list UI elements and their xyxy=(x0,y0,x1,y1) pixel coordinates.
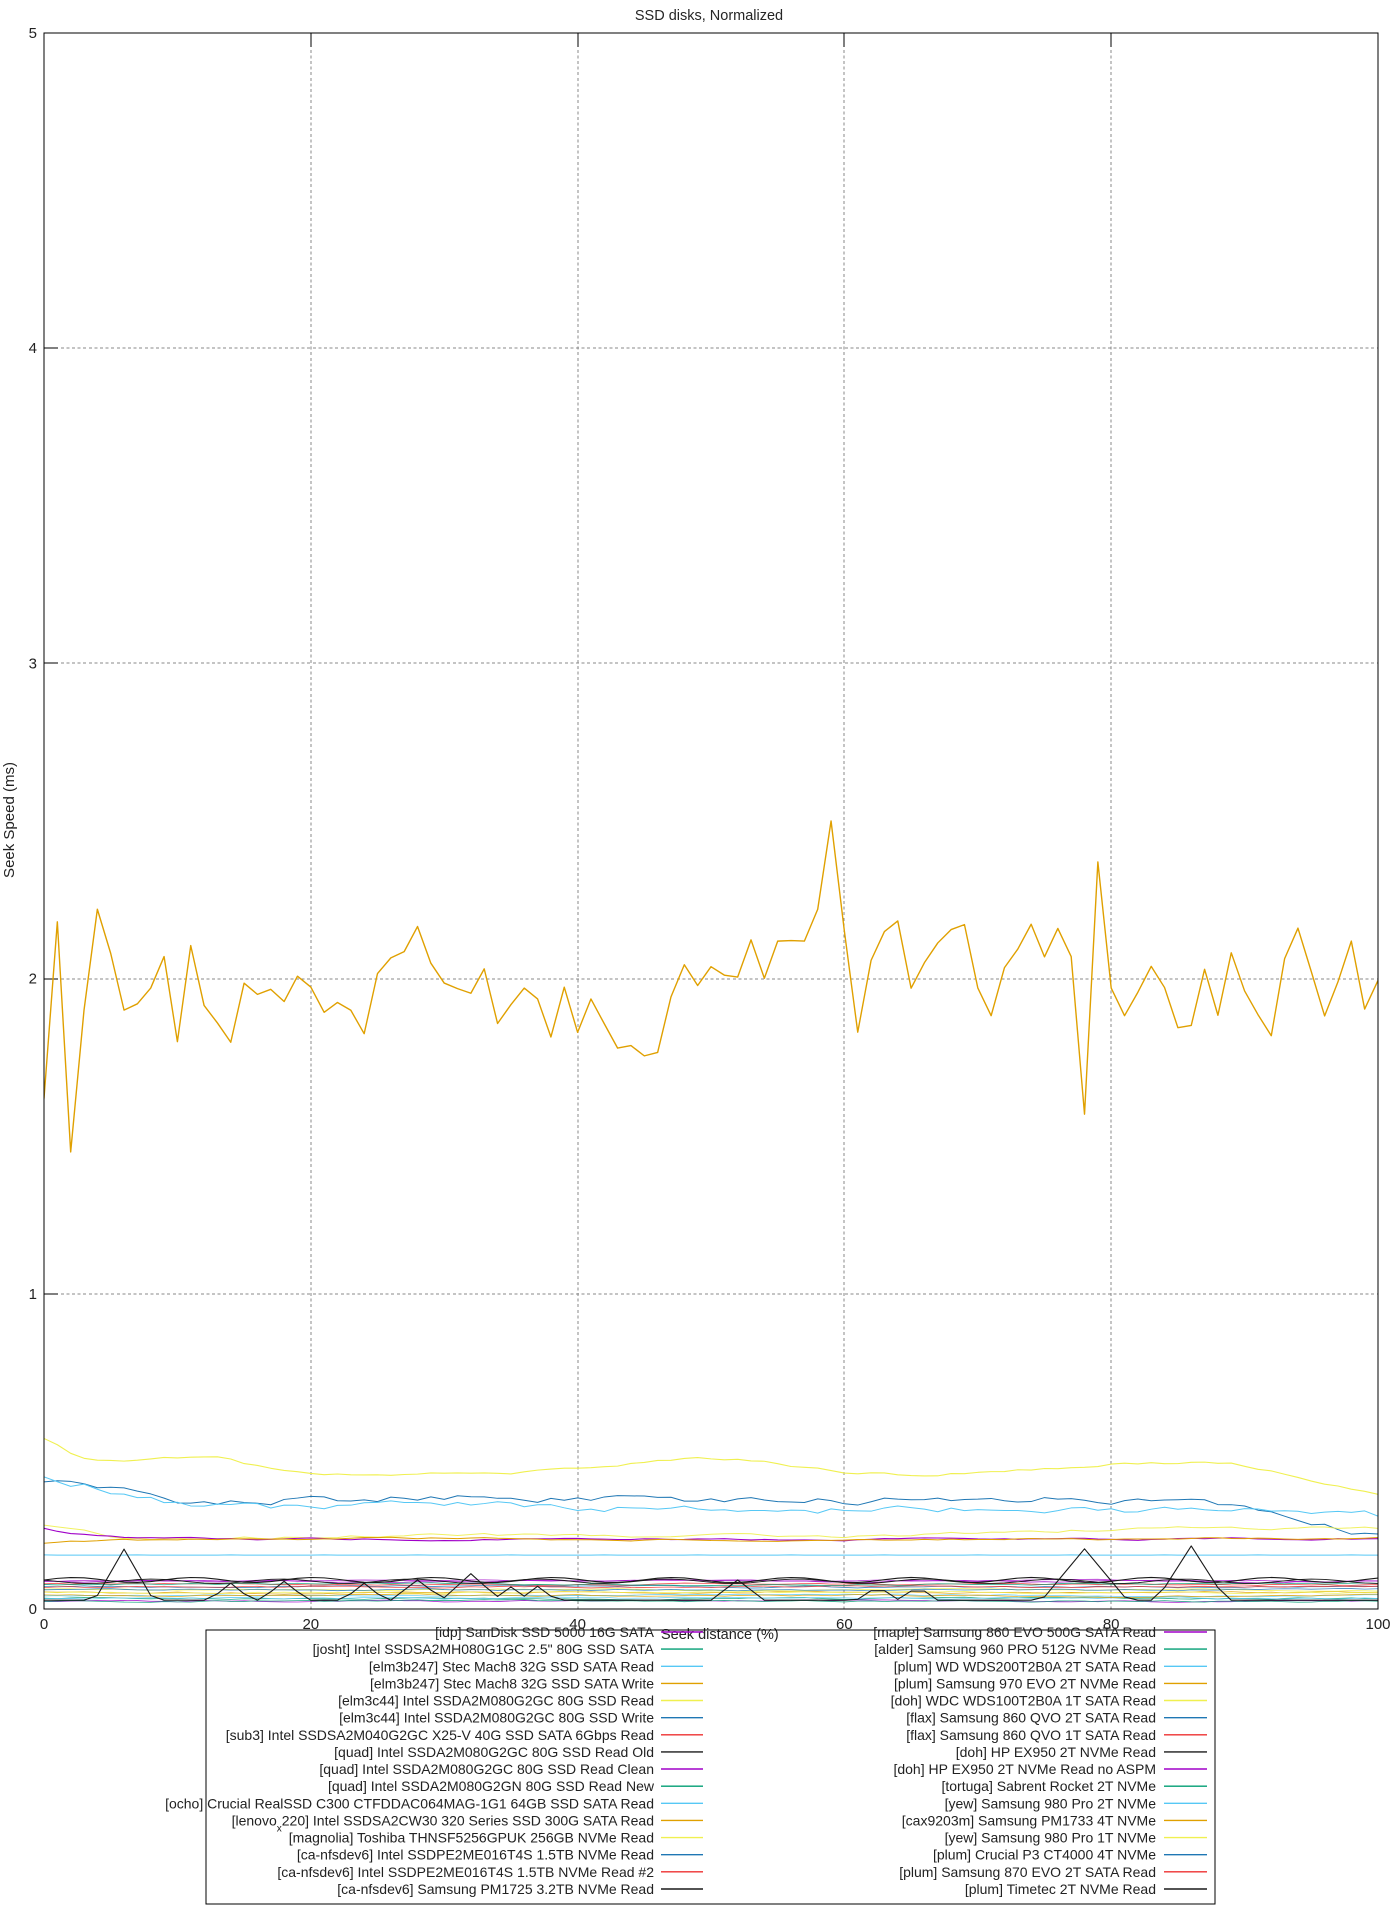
svg-text:5: 5 xyxy=(29,25,37,42)
svg-text:[elm3c44] Intel SSDA2M080G2GC: [elm3c44] Intel SSDA2M080G2GC 80G SSD Re… xyxy=(338,1693,654,1709)
svg-text:[flax] Samsung 860 QVO 2T SATA: [flax] Samsung 860 QVO 2T SATA Read xyxy=(906,1710,1156,1726)
svg-text:[josht] Intel SSDSA2MH080G1GC: [josht] Intel SSDSA2MH080G1GC 2.5" 80G S… xyxy=(313,1641,655,1657)
svg-text:[plum] Samsung 870 EVO 2T SATA: [plum] Samsung 870 EVO 2T SATA Read xyxy=(899,1864,1156,1880)
svg-text:[quad] Intel SSDA2M080G2GC 80G: [quad] Intel SSDA2M080G2GC 80G SSD Read … xyxy=(334,1744,654,1760)
svg-text:[ocho] Crucial RealSSD C300 CT: [ocho] Crucial RealSSD C300 CTFDDAC064MA… xyxy=(165,1795,654,1811)
svg-text:0: 0 xyxy=(40,1616,48,1633)
svg-text:[ca-nfsdev6] Intel SSDPE2ME016: [ca-nfsdev6] Intel SSDPE2ME016T4S 1.5TB … xyxy=(277,1864,654,1880)
svg-text:3: 3 xyxy=(29,655,37,672)
svg-text:[elm3c44] Intel SSDA2M080G2GC: [elm3c44] Intel SSDA2M080G2GC 80G SSD Wr… xyxy=(339,1710,654,1726)
svg-text:[alder] Samsung 960 PRO 512G N: [alder] Samsung 960 PRO 512G NVMe Read xyxy=(874,1641,1156,1657)
svg-text:[tortuga] Sabrent Rocket 2T NV: [tortuga] Sabrent Rocket 2T NVMe xyxy=(941,1778,1156,1794)
svg-text:1: 1 xyxy=(29,1286,37,1303)
svg-text:[quad] Intel SSDA2M080G2GC 80G: [quad] Intel SSDA2M080G2GC 80G SSD Read … xyxy=(319,1761,654,1777)
svg-text:[idp] SanDisk SSD 5000 16G SAT: [idp] SanDisk SSD 5000 16G SATA xyxy=(435,1624,655,1640)
svg-text:[yew] Samsung 980 Pro 1T NVMe: [yew] Samsung 980 Pro 1T NVMe xyxy=(945,1830,1157,1846)
svg-text:0: 0 xyxy=(29,1601,37,1618)
svg-text:100: 100 xyxy=(1365,1616,1390,1633)
svg-text:[elm3b247] Stec Mach8 32G SSD: [elm3b247] Stec Mach8 32G SSD SATA Write xyxy=(370,1675,654,1691)
svg-text:[plum] Crucial P3 CT4000 4T NV: [plum] Crucial P3 CT4000 4T NVMe xyxy=(933,1847,1156,1863)
svg-text:Seek distance (%): Seek distance (%) xyxy=(661,1627,779,1643)
svg-text:[plum] Timetec 2T NVMe Read: [plum] Timetec 2T NVMe Read xyxy=(965,1881,1156,1897)
svg-text:[maple] Samsung 860 EVO 500G S: [maple] Samsung 860 EVO 500G SATA Read xyxy=(873,1624,1156,1640)
svg-text:2: 2 xyxy=(29,971,37,988)
svg-text:[sub3] Intel SSDSA2M040G2GC X2: [sub3] Intel SSDSA2M040G2GC X25-V 40G SS… xyxy=(226,1727,654,1743)
svg-text:[cax9203m] Samsung PM1733 4T N: [cax9203m] Samsung PM1733 4T NVMe xyxy=(902,1812,1156,1828)
svg-text:[yew] Samsung 980 Pro 2T NVMe: [yew] Samsung 980 Pro 2T NVMe xyxy=(945,1795,1157,1811)
svg-text:SSD disks, Normalized: SSD disks, Normalized xyxy=(635,8,783,24)
svg-text:[plum] Samsung 970 EVO 2T NVMe: [plum] Samsung 970 EVO 2T NVMe Read xyxy=(894,1675,1156,1691)
svg-text:[elm3b247] Stec Mach8 32G SSD: [elm3b247] Stec Mach8 32G SSD SATA Read xyxy=(369,1658,654,1674)
svg-text:[magnolia] Toshiba THNSF5256GP: [magnolia] Toshiba THNSF5256GPUK 256GB N… xyxy=(289,1830,654,1846)
svg-text:[quad] Intel SSDA2M080G2GN 80G: [quad] Intel SSDA2M080G2GN 80G SSD Read … xyxy=(328,1778,655,1794)
svg-text:Seek Speed (ms): Seek Speed (ms) xyxy=(1,762,18,878)
svg-text:[ca-nfsdev6] Intel SSDPE2ME016: [ca-nfsdev6] Intel SSDPE2ME016T4S 1.5TB … xyxy=(297,1847,654,1863)
svg-text:4: 4 xyxy=(29,340,37,357)
svg-text:[plum] WD WDS200T2B0A 2T SATA: [plum] WD WDS200T2B0A 2T SATA Read xyxy=(894,1658,1156,1674)
svg-text:[doh] WDC WDS100T2B0A 1T SATA: [doh] WDC WDS100T2B0A 1T SATA Read xyxy=(891,1693,1156,1709)
svg-text:[ca-nfsdev6] Samsung PM1725 3.: [ca-nfsdev6] Samsung PM1725 3.2TB NVMe R… xyxy=(337,1881,654,1897)
svg-text:[doh] HP EX950 2T NVMe Read: [doh] HP EX950 2T NVMe Read xyxy=(956,1744,1156,1760)
svg-text:[flax] Samsung 860 QVO 1T SATA: [flax] Samsung 860 QVO 1T SATA Read xyxy=(906,1727,1156,1743)
svg-text:[doh] HP EX950 2T NVMe Read no: [doh] HP EX950 2T NVMe Read no ASPM xyxy=(893,1761,1156,1777)
